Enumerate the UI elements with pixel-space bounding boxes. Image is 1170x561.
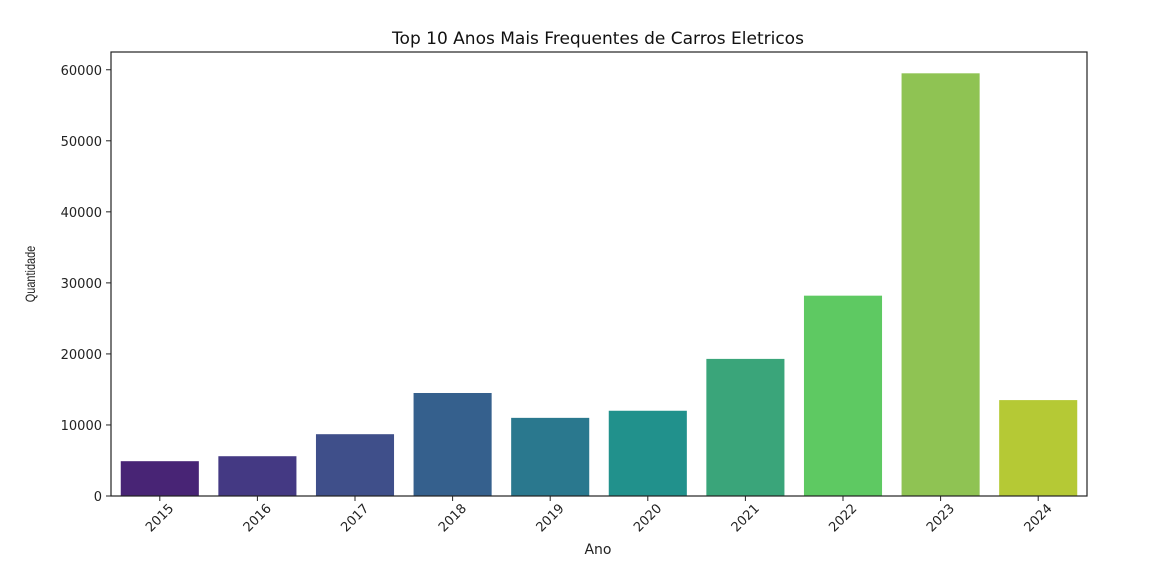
y-tick-label: 30000 <box>61 277 102 292</box>
x-tick-label: 2022 <box>826 501 860 535</box>
x-tick-label: 2020 <box>631 501 665 535</box>
y-axis: 0 10000 20000 30000 40000 50000 60000 <box>61 64 111 505</box>
bars-group <box>120 73 1078 496</box>
x-tick-label: 2017 <box>338 501 372 535</box>
x-tick-label: 2021 <box>729 501 763 535</box>
bar-2019 <box>511 417 590 496</box>
y-axis-label: Quantidade <box>23 246 39 302</box>
bar-2024 <box>999 400 1078 496</box>
bar-2021 <box>706 358 785 496</box>
bar-2017 <box>315 434 395 496</box>
x-axis-label: Ano <box>584 542 611 558</box>
y-tick-label: 0 <box>94 490 102 505</box>
bar-2016 <box>218 456 297 496</box>
y-tick-label: 20000 <box>61 348 102 363</box>
x-tick-label: 2015 <box>143 501 177 535</box>
x-tick-label: 2016 <box>241 501 275 535</box>
x-tick-label: 2023 <box>924 501 958 535</box>
chart-title: Top 10 Anos Mais Frequentes de Carros El… <box>391 29 804 49</box>
x-tick-label: 2019 <box>534 501 568 535</box>
x-axis: 2015 2016 2017 2018 2019 2020 2021 2022 2023 2024 <box>143 496 1056 535</box>
y-tick-label: 10000 <box>61 419 102 434</box>
bar-2020 <box>608 410 687 496</box>
y-tick-label: 50000 <box>61 135 102 150</box>
bar-2022 <box>803 295 883 496</box>
plot-frame <box>110 51 1088 497</box>
bar-2023 <box>901 73 980 496</box>
y-tick-label: 40000 <box>61 206 102 221</box>
y-tick-label: 60000 <box>61 64 102 79</box>
bar-2015 <box>120 461 199 496</box>
bar-2018 <box>413 392 492 496</box>
x-tick-label: 2018 <box>436 501 470 535</box>
x-tick-label: 2024 <box>1022 501 1056 535</box>
